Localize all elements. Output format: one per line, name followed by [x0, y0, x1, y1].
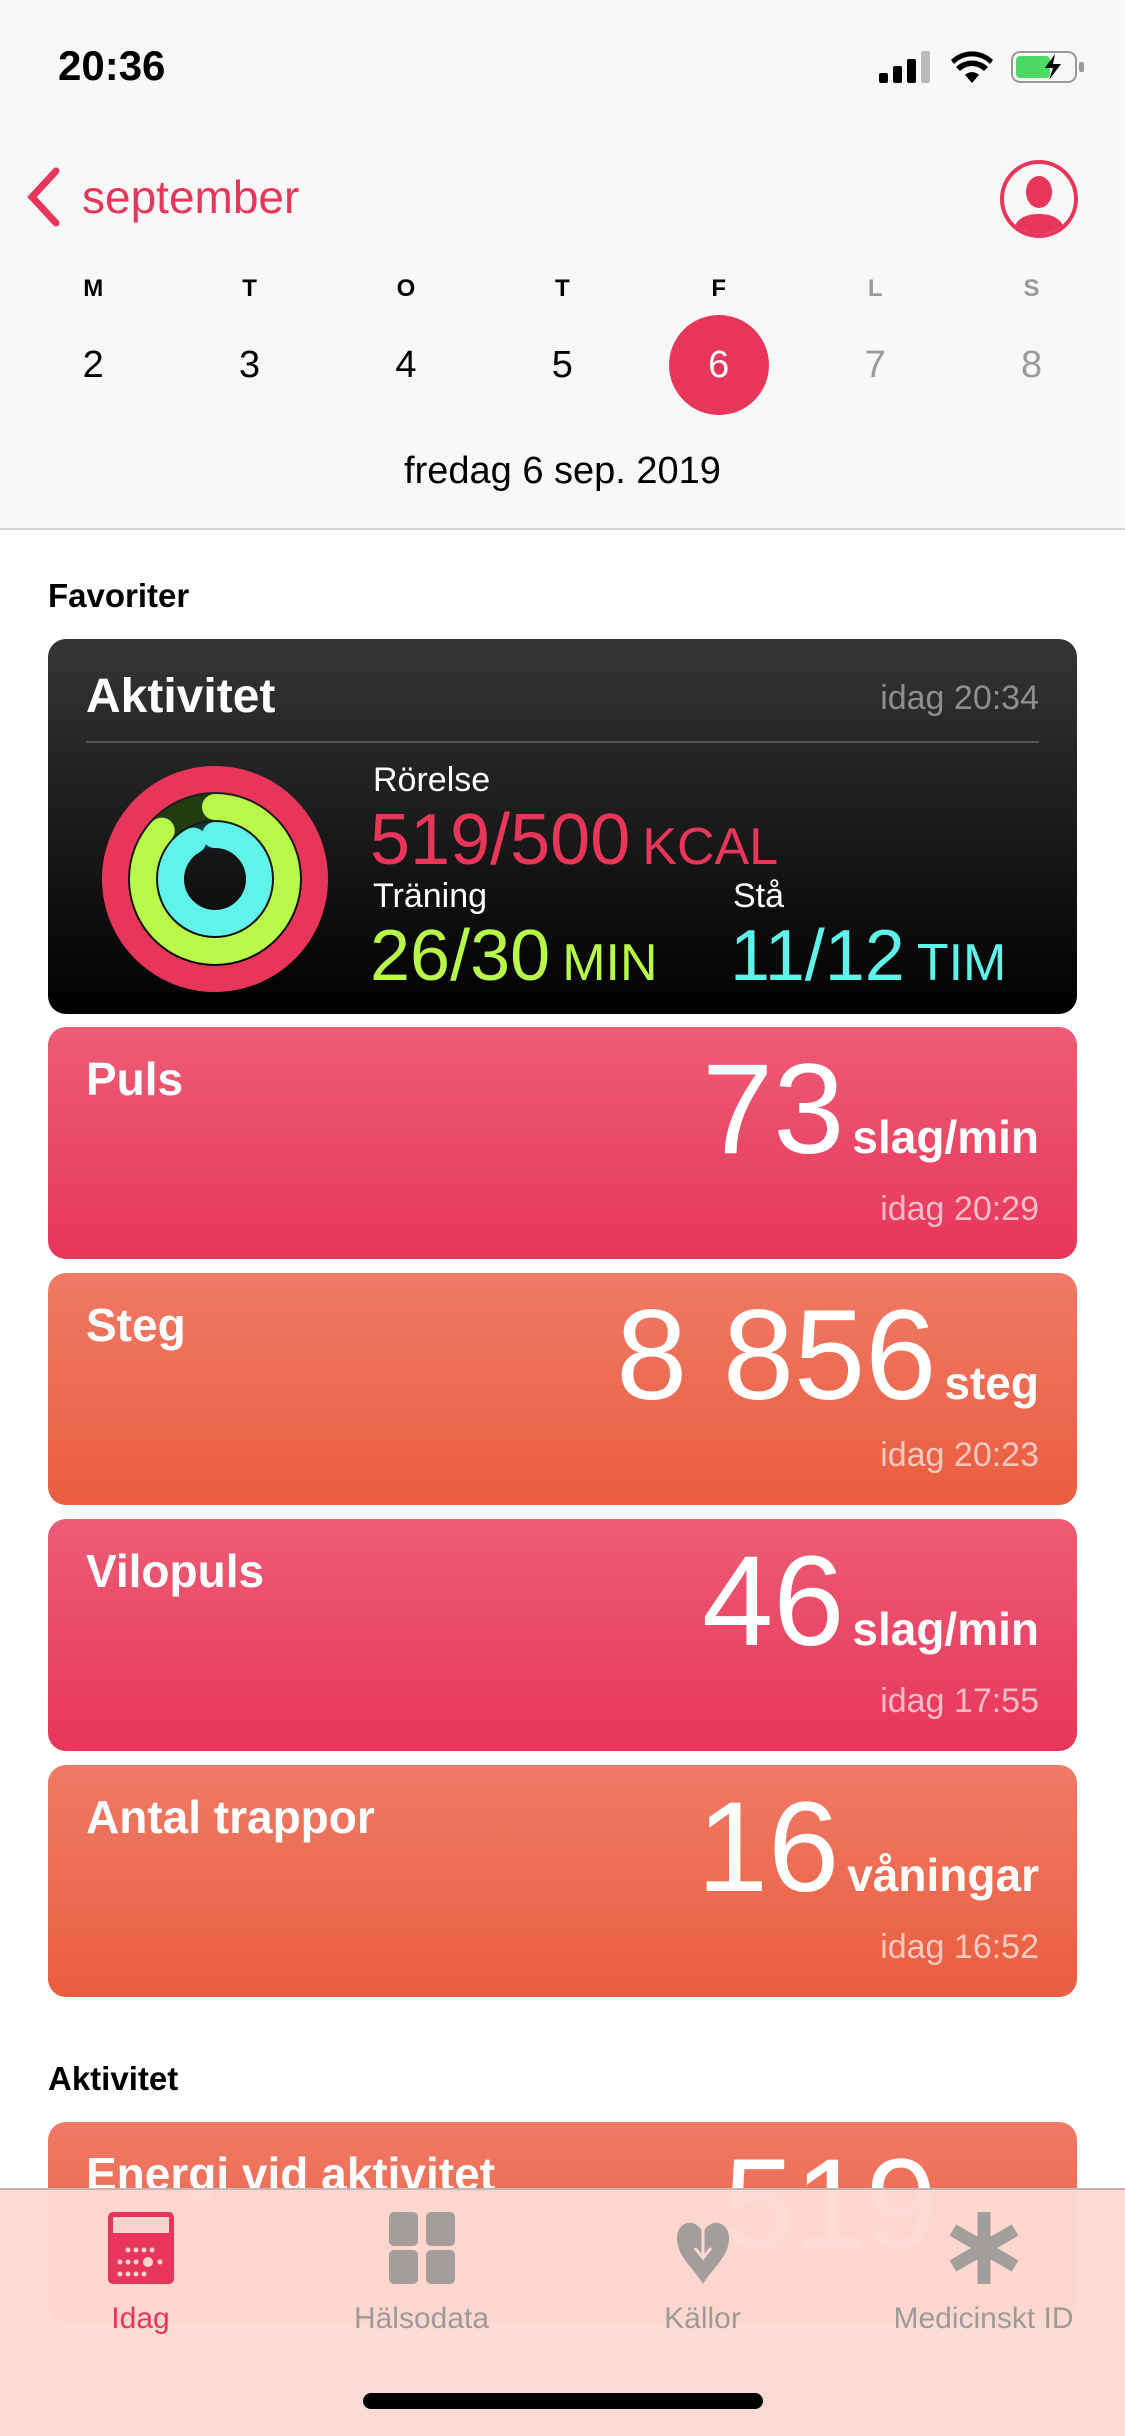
metric-card[interactable]: Steg 8 856 steg idag 20:23: [48, 1273, 1077, 1505]
heart-download-icon: [676, 2212, 729, 2284]
day-letter: S: [1023, 275, 1040, 302]
divider: [86, 741, 1039, 743]
day-number: 4: [395, 344, 417, 386]
tab-label: Idag: [111, 2302, 170, 2335]
card-time: idag 20:34: [880, 679, 1039, 717]
stand-ring: [158, 822, 272, 936]
day-letter: T: [555, 275, 570, 302]
card-title: Antal trappor: [86, 1791, 375, 1843]
metric-card[interactable]: Puls 73 slag/min idag 20:29: [48, 1027, 1077, 1259]
move-value: 519/500 KCAL: [370, 800, 779, 880]
metric-card[interactable]: Antal trappor 16 våningar idag 16:52: [48, 1765, 1077, 1997]
day-number: 5: [551, 344, 573, 386]
metric-card[interactable]: Vilopuls 46 slag/min idag 17:55: [48, 1519, 1077, 1751]
section-title-activity: Aktivitet: [48, 2060, 179, 2097]
tab-label: Källor: [664, 2302, 741, 2335]
tab-medicinskt-id[interactable]: Medicinskt ID: [843, 2190, 1124, 2436]
card-title: Puls: [86, 1053, 184, 1105]
day-letter: O: [396, 275, 416, 302]
move-ring: [102, 766, 328, 992]
wifi-icon: [951, 51, 993, 83]
chevron-left-icon: [27, 167, 60, 227]
status-time: 20:36: [58, 42, 166, 89]
stand-label: Stå: [733, 877, 785, 915]
stand-value: 11/12 TIM: [730, 916, 1007, 996]
card-value: 46 slag/min: [702, 1530, 1039, 1673]
back-label: september: [82, 171, 300, 223]
tab-label: Medicinskt ID: [893, 2302, 1074, 2335]
section-title-favorites: Favoriter: [48, 577, 190, 614]
card-value: 8 856 steg: [616, 1284, 1039, 1427]
card-time: idag 20:23: [880, 1436, 1039, 1474]
card-title: Aktivitet: [86, 670, 276, 723]
day-letter: L: [867, 275, 883, 302]
day-number: 2: [82, 344, 104, 386]
card-time: idag 16:52: [880, 1928, 1039, 1966]
battery-icon: [1011, 51, 1084, 83]
card-time: idag 17:55: [880, 1682, 1039, 1720]
card-value: 73 slag/min: [702, 1038, 1039, 1181]
grid-icon: [388, 2212, 455, 2284]
day-letter: T: [242, 275, 257, 302]
tab-kallor[interactable]: Källor: [562, 2190, 843, 2436]
asterisk-icon: [949, 2212, 1018, 2284]
activity-rings: [102, 766, 328, 992]
profile-avatar-button[interactable]: [1000, 160, 1078, 238]
person-icon: [1012, 176, 1066, 234]
exercise-ring: [130, 794, 300, 964]
tab-halsodata[interactable]: Hälsodata: [281, 2190, 562, 2436]
tab-label: Hälsodata: [353, 2302, 490, 2335]
move-label: Rörelse: [373, 761, 491, 799]
exercise-label: Träning: [373, 877, 488, 915]
day-number: 6: [668, 315, 769, 415]
card-time: idag 20:29: [880, 1190, 1039, 1228]
selected-date: fredag 6 sep. 2019: [404, 450, 721, 492]
day-letter: F: [711, 275, 727, 302]
back-button[interactable]: september: [24, 165, 299, 229]
tab-idag[interactable]: Idag: [0, 2190, 281, 2436]
card-title: Vilopuls: [86, 1545, 265, 1597]
day-number: 7: [864, 344, 886, 386]
calendar-icon: [107, 2212, 174, 2284]
home-indicator[interactable]: [363, 2393, 763, 2409]
activity-card[interactable]: Aktivitet idag 20:34 Rörelse 519/500 KCAL…: [48, 639, 1077, 1014]
card-title: Steg: [86, 1299, 186, 1351]
status-icons: [879, 50, 1085, 84]
exercise-value: 26/30 MIN: [370, 916, 658, 996]
card-value: 16 våningar: [696, 1776, 1039, 1919]
day-letter: M: [83, 275, 104, 302]
day-number: 8: [1020, 344, 1043, 386]
signal-icon: [879, 51, 930, 83]
day-number: 3: [239, 344, 261, 386]
